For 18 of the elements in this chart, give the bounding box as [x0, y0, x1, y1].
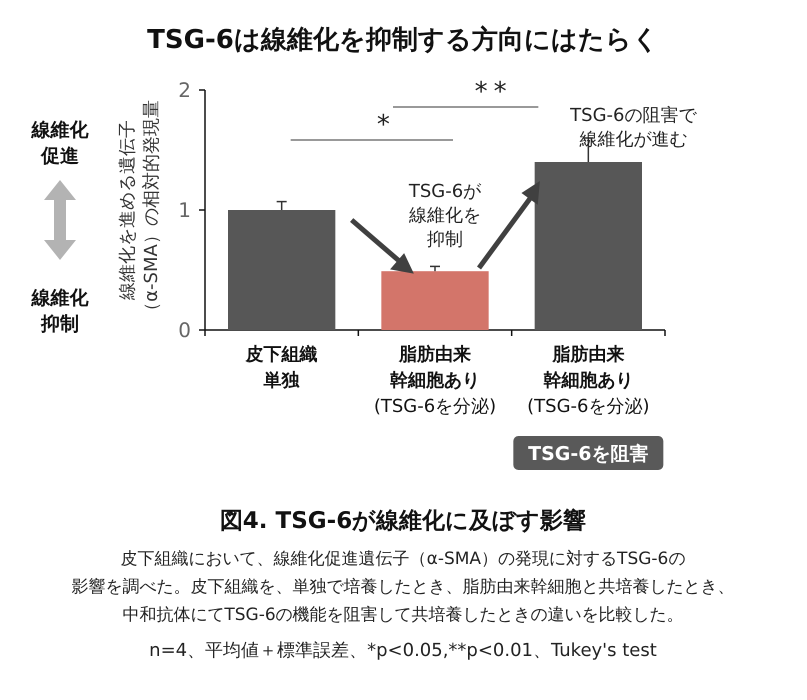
- y-tick-label: 0: [178, 318, 191, 342]
- x-tick-label: 脂肪由来幹細胞あり(TSG-6を分泌): [374, 344, 496, 417]
- x-tick-label: 皮下組織単独: [244, 344, 318, 391]
- text: 線維化抑制: [30, 287, 90, 335]
- x-tick-label: 脂肪由来幹細胞あり(TSG-6を分泌): [527, 344, 650, 417]
- text: 線維化促進: [30, 119, 90, 167]
- text: TSG-6を阻害: [528, 443, 649, 465]
- text: n=4、平均値＋標準誤差、*p<0.05,**p<0.01、Tukey's test: [149, 640, 657, 661]
- y-tick-label: 1: [178, 198, 191, 222]
- caption: 図4. TSG-6が線維化に及ぼす影響: [220, 508, 586, 534]
- annotation: TSG-6が線維化を抑制: [408, 181, 482, 250]
- y-tick-label: 2: [178, 78, 191, 102]
- annotation: **: [474, 77, 513, 107]
- annotation: TSG-6の阻害で線維化が進む: [569, 105, 698, 150]
- y-axis-title: 線維化を進める遺伝子（α-SMA）の相対的発現量: [117, 100, 162, 320]
- annotation: *: [376, 110, 390, 140]
- chart-title: TSG-6は線維化を抑制する方向にはたらく: [147, 25, 659, 55]
- text: 皮下組織において、線維化促進遺伝子（α-SMA）の発現に対するTSG-6の影響を調べた。皮下組織を、単独で培養したとき、脂肪由来幹細胞と共培養したとき、中和抗体にてTSG-6の機能を阻害して共培養したときの違いを比較した。: [72, 549, 734, 625]
